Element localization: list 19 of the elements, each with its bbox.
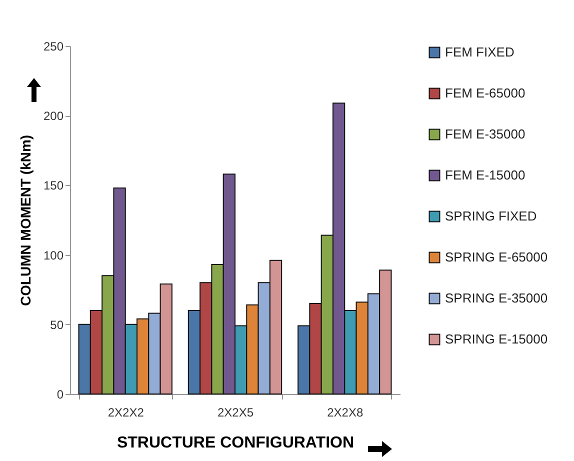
legend-label: SPRING FIXED	[445, 208, 537, 224]
y-tick-label: 150	[43, 178, 64, 193]
legend-label: SPRING E-15000	[445, 332, 548, 346]
x-tick-label: 2X2X2	[108, 406, 144, 420]
y-tick-label: 200	[43, 109, 64, 124]
legend-label: FEM E-35000	[445, 126, 526, 142]
legend-label: SPRING E-65000	[445, 250, 548, 264]
y-tick-label: 50	[50, 318, 64, 332]
y-tick-label: 250	[43, 40, 64, 54]
x-axis-title: STRUCTURE CONFIGURATION	[116, 434, 354, 452]
legend-label: SPRING E-35000	[445, 290, 548, 306]
y-axis-title: COLUMN MOMENT (kNm)	[17, 134, 34, 306]
legend-label: FEM FIXED	[445, 44, 514, 60]
legend-label: FEM E-15000	[445, 168, 526, 182]
x-tick-label: 2X2X8	[327, 406, 364, 420]
y-tick-label: 100	[43, 248, 64, 262]
legend-label: FEM E-65000	[445, 86, 526, 100]
x-tick-label: 2X2X5	[217, 406, 254, 420]
y-tick-label: 0	[56, 388, 64, 402]
